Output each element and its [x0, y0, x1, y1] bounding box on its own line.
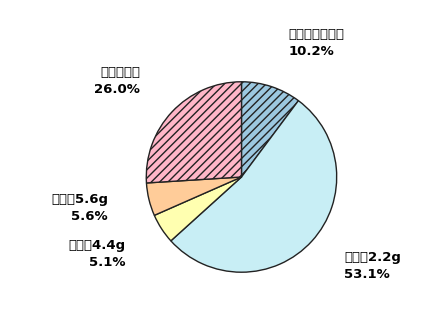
Text: わからない
26.0%: わからない 26.0% — [94, 67, 140, 96]
Wedge shape — [242, 82, 298, 177]
Text: 塩分：5.6g
5.6%: 塩分：5.6g 5.6% — [51, 193, 108, 223]
Wedge shape — [154, 177, 242, 241]
Wedge shape — [171, 101, 337, 272]
Text: 塩分とは無関係
10.2%: 塩分とは無関係 10.2% — [288, 28, 344, 58]
Wedge shape — [146, 177, 242, 215]
Text: 塩分：2.2g
53.1%: 塩分：2.2g 53.1% — [344, 251, 401, 281]
Text: 塩分：4.4g
5.1%: 塩分：4.4g 5.1% — [68, 239, 126, 269]
Wedge shape — [146, 82, 242, 183]
